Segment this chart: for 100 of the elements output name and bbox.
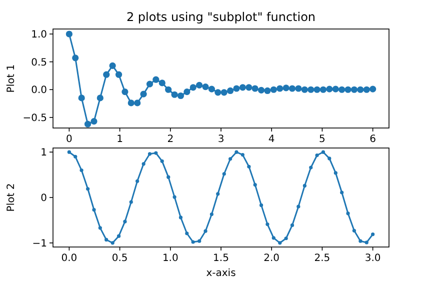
point xyxy=(154,151,158,155)
point xyxy=(86,187,90,191)
point xyxy=(315,153,319,158)
point xyxy=(171,91,178,98)
point xyxy=(334,171,338,175)
point xyxy=(172,195,176,199)
point xyxy=(208,86,215,92)
point xyxy=(309,166,313,170)
point xyxy=(160,159,164,163)
point xyxy=(233,85,240,92)
point xyxy=(332,86,339,92)
point xyxy=(246,84,252,91)
point xyxy=(178,216,183,220)
y-tick-label: 1 xyxy=(40,148,47,159)
point xyxy=(258,86,265,94)
point xyxy=(340,190,344,194)
point xyxy=(320,86,327,93)
point xyxy=(358,239,362,243)
point xyxy=(67,150,71,154)
point xyxy=(90,118,98,125)
point xyxy=(72,54,79,62)
line-series xyxy=(67,150,375,245)
point xyxy=(240,153,244,157)
point xyxy=(158,80,166,86)
point xyxy=(222,172,226,176)
point xyxy=(84,120,92,128)
point xyxy=(364,240,368,244)
point xyxy=(234,150,238,154)
y-tick-label: 0.5 xyxy=(31,57,47,68)
point xyxy=(290,223,294,227)
point xyxy=(104,238,108,242)
point xyxy=(103,71,110,78)
point xyxy=(295,85,302,92)
point xyxy=(216,192,220,196)
point xyxy=(136,179,140,183)
point xyxy=(352,228,356,232)
point xyxy=(109,62,116,70)
point xyxy=(266,222,270,226)
point xyxy=(122,88,128,96)
x-tick-label: 4 xyxy=(268,134,275,145)
point xyxy=(228,157,232,161)
point xyxy=(115,71,122,78)
point xyxy=(210,212,214,216)
x-tick-label: 3 xyxy=(218,134,224,145)
point xyxy=(259,203,264,208)
point xyxy=(284,236,288,240)
point xyxy=(326,86,333,92)
point xyxy=(328,156,332,160)
point xyxy=(371,232,375,236)
point xyxy=(165,86,172,93)
x-tick-label: 3.0 xyxy=(364,253,381,264)
point xyxy=(346,212,350,216)
point xyxy=(302,184,306,188)
point xyxy=(227,87,234,94)
x-axis-title: x-axis xyxy=(206,268,236,279)
y-axis-title: Plot 1 xyxy=(6,64,17,93)
point xyxy=(204,229,208,233)
point xyxy=(357,86,364,93)
x-tick-label: 1 xyxy=(116,134,123,145)
x-tick-label: 6 xyxy=(370,134,376,145)
point xyxy=(177,92,184,100)
point xyxy=(196,82,203,88)
point xyxy=(272,236,276,240)
point xyxy=(314,86,320,93)
x-tick-label: 2.0 xyxy=(264,253,280,264)
point xyxy=(214,89,222,96)
x-tick-label: 0 xyxy=(66,134,72,145)
point xyxy=(148,152,152,156)
point xyxy=(350,86,358,93)
point xyxy=(288,85,296,92)
point xyxy=(308,86,314,93)
point xyxy=(166,175,170,179)
point xyxy=(220,89,228,96)
point xyxy=(123,220,127,224)
point xyxy=(370,86,376,92)
y-tick-label: 1.0 xyxy=(31,30,47,41)
point xyxy=(140,90,147,98)
point xyxy=(282,84,290,92)
point xyxy=(129,200,133,204)
y-tick-label: −1 xyxy=(32,238,47,250)
point xyxy=(96,94,104,102)
point xyxy=(296,204,300,208)
y-tick-label: 0.0 xyxy=(31,85,47,96)
point xyxy=(253,182,257,187)
point xyxy=(152,76,160,83)
point xyxy=(344,86,352,93)
point xyxy=(110,241,114,245)
point xyxy=(247,164,251,168)
point xyxy=(116,234,121,238)
point xyxy=(128,100,134,106)
point xyxy=(338,86,346,93)
point xyxy=(66,30,72,38)
point xyxy=(321,150,326,154)
point xyxy=(202,84,209,90)
point xyxy=(363,86,370,93)
point xyxy=(80,168,84,172)
x-tick-label: 5 xyxy=(319,134,326,145)
y-tick-label: 0 xyxy=(40,193,47,204)
point xyxy=(276,85,284,92)
x-tick-label: 1.0 xyxy=(162,253,178,264)
